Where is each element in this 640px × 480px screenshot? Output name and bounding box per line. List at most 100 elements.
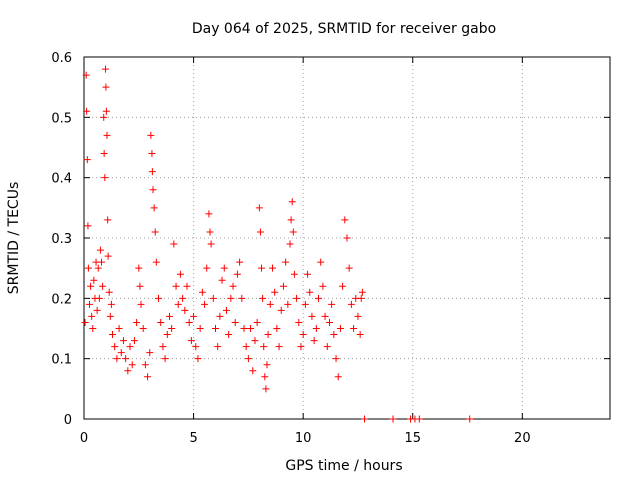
data-point <box>124 367 132 375</box>
data-point <box>339 282 347 290</box>
data-point <box>244 355 252 363</box>
data-point <box>301 300 309 308</box>
data-point <box>198 288 206 296</box>
y-tick-label: 0.2 <box>51 292 72 307</box>
data-point <box>90 276 98 284</box>
data-point <box>277 306 285 314</box>
x-tick-label: 15 <box>404 431 421 446</box>
data-point <box>155 294 163 302</box>
data-point <box>256 228 264 236</box>
data-point <box>151 228 159 236</box>
data-point <box>170 240 178 248</box>
data-point <box>172 282 180 290</box>
data-point <box>345 264 353 272</box>
data-point <box>341 216 349 224</box>
data-point <box>96 246 104 254</box>
data-point <box>148 168 156 176</box>
data-point <box>176 270 184 278</box>
data-point <box>287 216 295 224</box>
data-point <box>141 361 149 369</box>
data-point <box>289 228 297 236</box>
data-point <box>334 373 342 381</box>
data-point <box>220 264 228 272</box>
x-tick-label: 5 <box>189 431 197 446</box>
data-point <box>251 337 259 345</box>
data-point <box>271 288 279 296</box>
data-point <box>286 240 294 248</box>
data-point <box>107 300 115 308</box>
data-point <box>117 349 125 357</box>
data-point <box>104 216 112 224</box>
data-point <box>299 331 307 339</box>
data-point <box>332 355 340 363</box>
data-point <box>130 337 138 345</box>
data-point <box>101 174 109 182</box>
data-point <box>266 300 274 308</box>
data-point <box>168 325 176 332</box>
data-point <box>159 343 167 351</box>
data-point <box>233 270 241 278</box>
data-point <box>148 150 156 158</box>
data-point <box>295 318 303 326</box>
data-point <box>201 300 209 308</box>
data-point <box>206 228 214 236</box>
data-point <box>163 331 171 339</box>
data-point <box>312 325 320 332</box>
x-tick-label: 0 <box>80 431 88 446</box>
data-point <box>288 198 296 206</box>
data-point <box>356 331 364 339</box>
data-point <box>111 343 119 351</box>
data-point <box>212 325 219 332</box>
data-point <box>122 355 130 363</box>
series-srmtid <box>81 65 474 423</box>
data-point <box>105 288 113 296</box>
data-point <box>229 282 237 290</box>
data-point <box>260 343 268 351</box>
data-point <box>255 204 263 212</box>
data-point <box>203 264 211 272</box>
data-point <box>136 282 144 290</box>
data-point <box>262 385 270 393</box>
data-point <box>231 318 239 326</box>
data-point <box>328 300 336 308</box>
data-point <box>100 113 108 121</box>
data-point <box>466 415 474 423</box>
data-point <box>102 83 110 91</box>
data-point <box>88 312 96 320</box>
y-tick-label: 0.5 <box>51 111 72 126</box>
data-point <box>82 71 90 79</box>
data-point <box>181 306 189 314</box>
data-point <box>350 325 358 332</box>
data-point <box>102 107 110 115</box>
data-point <box>150 204 158 212</box>
data-point <box>84 264 92 272</box>
data-point <box>361 415 369 423</box>
data-point <box>247 325 255 332</box>
data-point <box>81 318 89 326</box>
data-point <box>101 65 109 73</box>
data-point <box>389 415 397 423</box>
data-point <box>325 318 333 326</box>
data-point <box>258 264 266 272</box>
x-axis-label: GPS time / hours <box>285 458 402 474</box>
data-point <box>93 306 101 314</box>
data-point <box>263 361 271 369</box>
data-point <box>194 355 202 363</box>
data-point <box>135 264 143 272</box>
x-tick-label: 10 <box>295 431 312 446</box>
data-point <box>330 331 338 339</box>
data-point <box>113 355 121 363</box>
data-point <box>321 312 329 320</box>
data-point <box>103 131 111 139</box>
y-tick-label: 0.1 <box>51 353 72 368</box>
data-point <box>83 107 91 115</box>
data-point <box>119 337 127 345</box>
chart-title: Day 064 of 2025, SRMTID for receiver gab… <box>192 21 496 37</box>
data-point <box>227 294 235 302</box>
data-point <box>279 282 287 290</box>
data-point <box>218 276 226 284</box>
data-point <box>216 312 224 320</box>
data-point <box>214 343 222 351</box>
data-point <box>306 288 314 296</box>
